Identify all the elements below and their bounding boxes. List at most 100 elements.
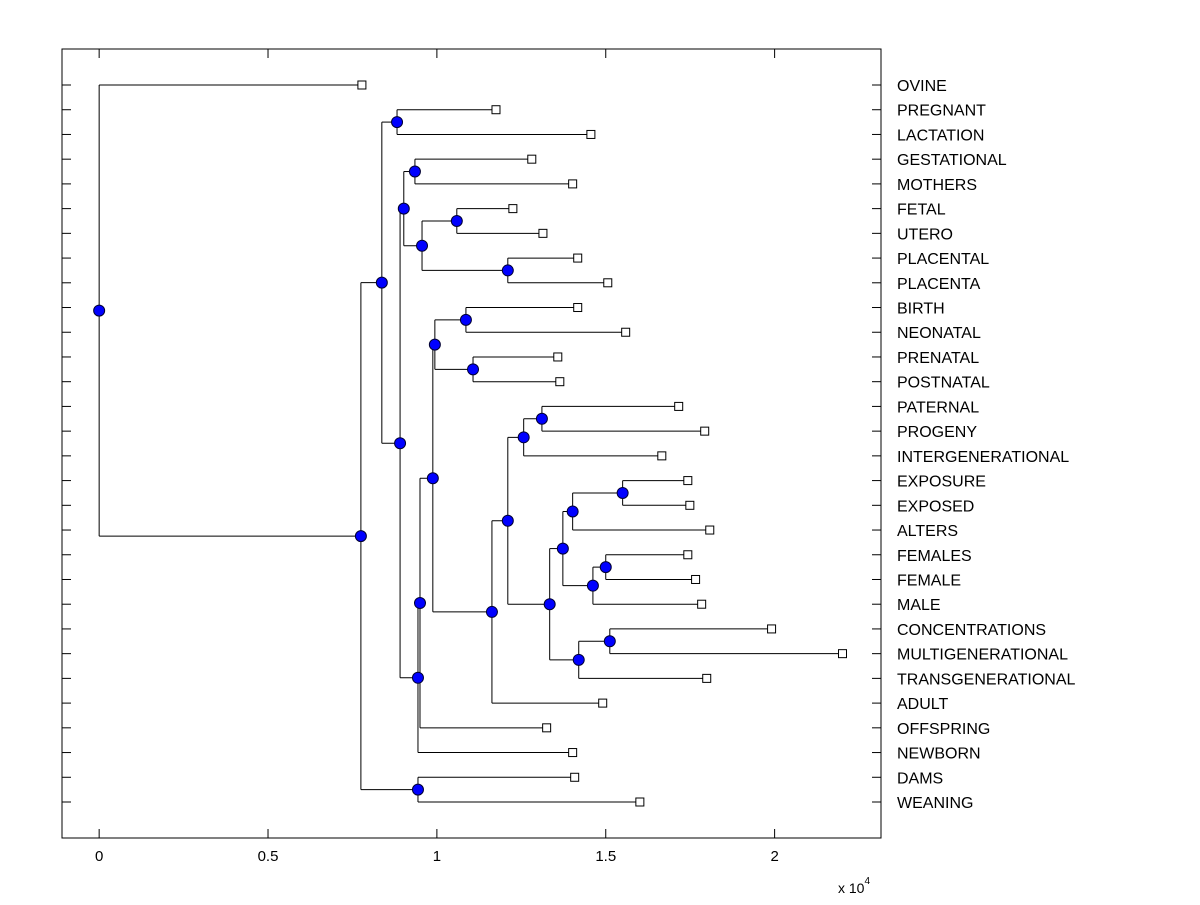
internal-node-marker [416, 239, 429, 252]
leaf-node-marker [553, 352, 563, 362]
leaf-label: PROGENY [897, 424, 977, 441]
leaf-node-marker [357, 80, 367, 90]
internal-node-marker [391, 116, 404, 129]
leaf-label: UTERO [897, 226, 953, 243]
leaf-node-marker [598, 698, 608, 708]
leaf-label: NEWBORN [897, 746, 981, 763]
internal-node-marker [501, 264, 514, 277]
internal-node-marker [375, 276, 388, 289]
leaf-node-marker [491, 105, 501, 115]
leaf-label: WEANING [897, 795, 973, 812]
internal-node-marker [397, 202, 410, 215]
leaf-node-marker [674, 401, 684, 411]
leaf-node-marker [573, 253, 583, 263]
x-tick-label: 2 [770, 848, 778, 865]
internal-node-marker [411, 783, 424, 796]
leaf-label: FEMALES [897, 548, 972, 565]
leaf-node-marker [542, 723, 552, 733]
leaf-node-marker [657, 451, 667, 461]
internal-node-marker [501, 514, 514, 527]
leaf-node-marker [697, 599, 707, 609]
internal-node-marker [413, 597, 426, 610]
leaf-label: EXPOSED [897, 498, 974, 515]
leaf-node-marker [700, 426, 710, 436]
leaf-label: POSTNATAL [897, 375, 990, 392]
leaf-label: EXPOSURE [897, 474, 986, 491]
x-tick-labels: 0 0.5 1 1.5 2 [95, 848, 779, 865]
x-multiplier: x 104 [838, 876, 870, 896]
leaf-label: ALTERS [897, 523, 958, 540]
leaf-label: PLACENTAL [897, 251, 989, 268]
axis-ticks [62, 49, 881, 838]
leaf-label: MULTIGENERATIONAL [897, 647, 1068, 664]
leaf-label: DAMS [897, 770, 943, 787]
leaf-label: ADULT [897, 696, 948, 713]
leaf-label: BIRTH [897, 301, 945, 318]
dendrogram-nodes [93, 80, 847, 807]
leaf-node-marker [568, 748, 578, 758]
leaf-label: OVINE [897, 78, 947, 95]
leaf-node-marker [538, 228, 548, 238]
leaf-label: PREGNANT [897, 103, 986, 120]
leaf-node-marker [702, 673, 712, 683]
leaf-node-marker [683, 550, 693, 560]
leaf-label: TRANSGENERATIONAL [897, 671, 1076, 688]
internal-node-marker [450, 214, 463, 227]
leaf-node-marker [685, 500, 695, 510]
x-tick-label: 0.5 [258, 848, 279, 865]
internal-node-marker [485, 605, 498, 618]
leaf-label: INTERGENERATIONAL [897, 449, 1069, 466]
plot-area [61, 48, 882, 839]
x-tick-label: 1.5 [595, 848, 616, 865]
leaf-label: PATERNAL [897, 399, 979, 416]
internal-node-marker [411, 671, 424, 684]
internal-node-marker [93, 304, 106, 317]
internal-node-marker [586, 579, 599, 592]
internal-node-marker [543, 598, 556, 611]
leaf-node-marker [573, 303, 583, 313]
internal-node-marker [408, 165, 421, 178]
leaf-node-marker [767, 624, 777, 634]
leaf-label: PRENATAL [897, 350, 979, 367]
leaf-label: PLACENTA [897, 276, 981, 293]
internal-node-marker [603, 635, 616, 648]
leaf-node-marker [683, 476, 693, 486]
leaf-node-marker [635, 797, 645, 807]
leaf-label: LACTATION [897, 127, 984, 144]
leaf-node-marker [527, 154, 537, 164]
leaf-label: FETAL [897, 202, 946, 219]
internal-node-marker [426, 472, 439, 485]
internal-node-marker [572, 653, 585, 666]
leaf-label: MALE [897, 597, 941, 614]
leaf-node-marker [691, 574, 701, 584]
internal-node-marker [566, 505, 579, 518]
leaf-node-marker [586, 129, 596, 139]
leaf-node-marker [705, 525, 715, 535]
leaf-label: MOTHERS [897, 177, 977, 194]
leaf-node-marker [621, 327, 631, 337]
internal-node-marker [616, 486, 629, 499]
leaf-node-marker [570, 772, 580, 782]
leaf-node-marker [568, 179, 578, 189]
x-multiplier-exponent: 4 [864, 876, 870, 887]
internal-node-marker [517, 431, 530, 444]
leaf-label: OFFSPRING [897, 721, 990, 738]
internal-node-marker [428, 338, 441, 351]
x-tick-label: 1 [433, 848, 441, 865]
leaf-node-marker [837, 649, 847, 659]
leaf-label: CONCENTRATIONS [897, 622, 1046, 639]
internal-node-marker [467, 363, 480, 376]
internal-node-marker [354, 530, 367, 543]
leaf-node-marker [555, 377, 565, 387]
leaf-label: NEONATAL [897, 325, 981, 342]
internal-node-marker [394, 437, 407, 450]
leaf-label: GESTATIONAL [897, 152, 1007, 169]
leaf-label: FEMALE [897, 572, 961, 589]
leaf-labels: OVINE PREGNANT LACTATION GESTATIONAL MOTHERS… [897, 78, 1076, 812]
internal-node-marker [459, 313, 472, 326]
x-tick-label: 0 [95, 848, 103, 865]
internal-node-marker [599, 561, 612, 574]
internal-node-marker [556, 542, 569, 555]
leaf-node-marker [603, 278, 613, 288]
